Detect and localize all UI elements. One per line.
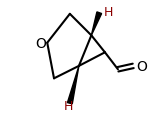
Text: H: H <box>64 99 73 112</box>
Text: O: O <box>35 37 46 51</box>
Polygon shape <box>67 66 79 104</box>
Text: H: H <box>104 6 113 19</box>
Text: O: O <box>136 59 147 73</box>
Polygon shape <box>91 13 102 36</box>
